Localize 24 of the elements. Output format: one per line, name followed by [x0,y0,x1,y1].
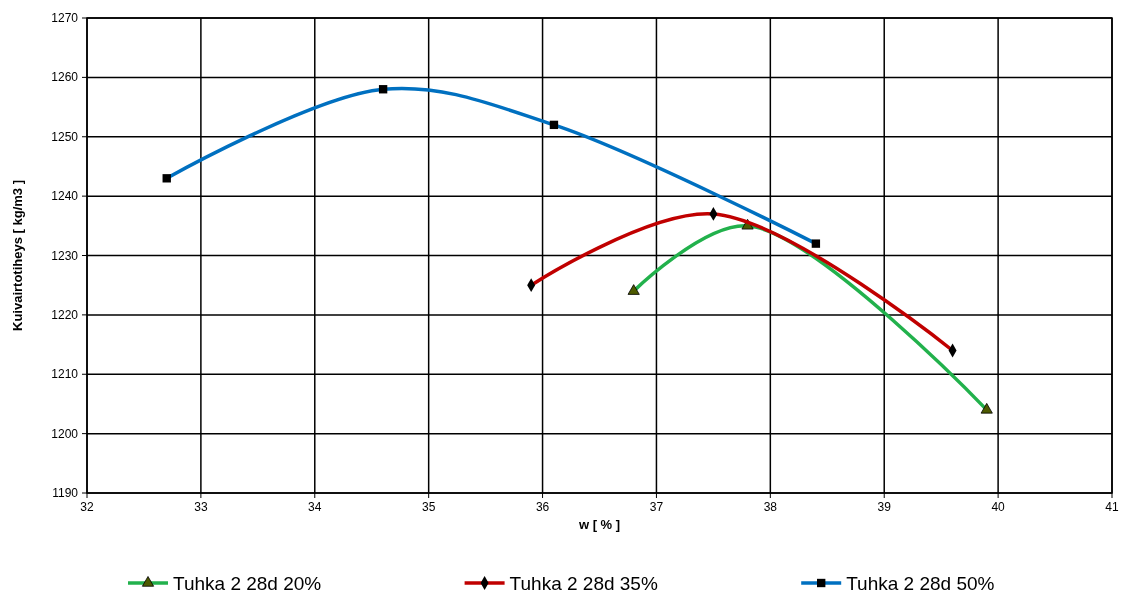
y-tick-label: 1250 [51,129,79,144]
y-tick-label: 1270 [51,11,79,25]
x-tick-label: 35 [421,500,436,514]
y-axis-title: Kuivairtotiheys [ kg/m3 ] [10,180,25,331]
y-tick-label: 1190 [52,486,79,500]
x-tick-label: 32 [80,500,94,514]
legend-label: Tuhka 2 28d 35% [509,573,658,594]
x-tick-label: 38 [763,500,778,514]
x-tick-label: 34 [308,500,322,514]
legend-label: Tuhka 2 28d 20% [173,573,322,594]
y-tick-label: 1240 [51,189,79,204]
x-tick-label: 36 [535,500,550,514]
y-tick-label: 1260 [51,70,79,85]
x-tick-label: 39 [877,500,892,514]
x-tick-label: 41 [1105,500,1119,514]
y-tick-label: 1220 [51,307,79,322]
x-axis-title: w [ % ] [577,517,621,532]
y-tick-label: 1200 [51,426,79,441]
x-tick-label: 33 [194,500,208,514]
y-tick-label: 1210 [51,367,79,382]
y-tick-label: 1230 [51,248,79,263]
x-tick-label: 37 [649,500,664,514]
legend-label: Tuhka 2 28d 50% [846,573,995,594]
x-tick-label: 40 [991,500,1006,514]
